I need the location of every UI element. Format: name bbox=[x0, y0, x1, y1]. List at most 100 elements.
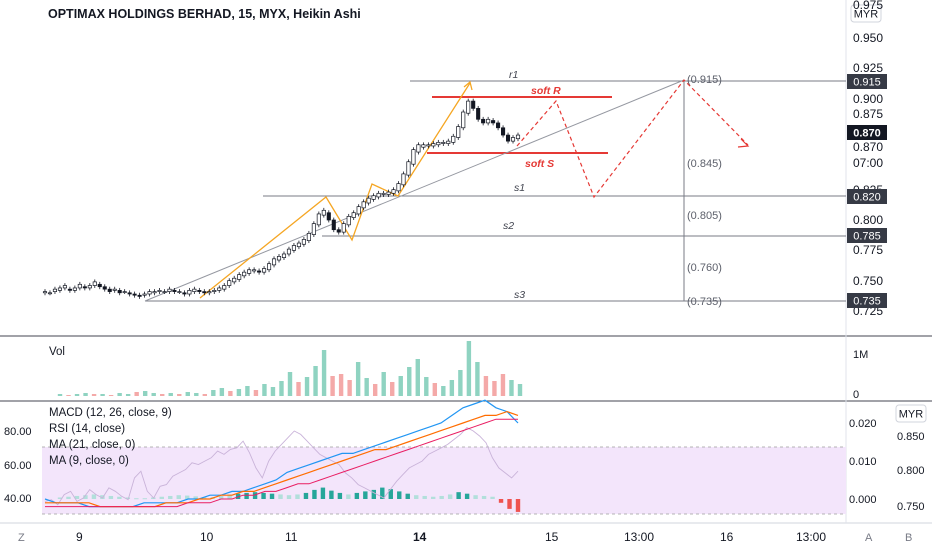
volume-bar bbox=[100, 394, 105, 396]
histogram-bar bbox=[185, 495, 190, 499]
tag-current-bg bbox=[847, 125, 887, 140]
auto-scale-button[interactable]: A bbox=[865, 532, 873, 544]
legend-rsi[interactable]: RSI (14, close) bbox=[49, 423, 125, 435]
candle bbox=[127, 292, 132, 295]
candle bbox=[167, 288, 172, 292]
histogram-bar bbox=[507, 499, 512, 509]
histogram-bar bbox=[490, 496, 495, 499]
volume-bar bbox=[475, 362, 480, 396]
price-tick-0950: 0.950 bbox=[853, 31, 883, 45]
level-lines[interactable]: r1 s1 s2 s3 bbox=[145, 69, 846, 302]
volume-bar bbox=[142, 391, 148, 396]
histogram-bar bbox=[100, 495, 105, 499]
indicator-currency-frame[interactable] bbox=[895, 404, 927, 423]
candle bbox=[456, 126, 461, 138]
histogram-bar bbox=[464, 493, 470, 499]
wave-arrowhead bbox=[463, 80, 473, 91]
histogram-bar bbox=[151, 497, 156, 499]
candle bbox=[87, 285, 92, 289]
volume-bar bbox=[219, 388, 225, 396]
volume-bar bbox=[449, 380, 455, 396]
price-tick-0750: 0.750 bbox=[853, 274, 883, 288]
forecast-line[interactable] bbox=[516, 79, 749, 199]
candle bbox=[162, 291, 167, 293]
candle-series[interactable] bbox=[42, 98, 521, 299]
level-label-s3: s3 bbox=[514, 289, 525, 301]
volume-bar bbox=[500, 374, 506, 396]
volume-bar bbox=[407, 367, 412, 396]
candle bbox=[57, 287, 62, 291]
candle bbox=[381, 192, 386, 195]
histogram-bar bbox=[371, 489, 377, 499]
candle bbox=[247, 269, 252, 274]
histogram-bar bbox=[405, 493, 410, 499]
candle bbox=[257, 270, 262, 273]
soft-zones[interactable]: soft R soft S bbox=[427, 85, 612, 170]
indicator-legend[interactable]: MACD (12, 26, close, 9) RSI (14, close) … bbox=[49, 407, 172, 467]
candle bbox=[237, 274, 242, 280]
wave-path[interactable] bbox=[199, 82, 471, 299]
rsi-tick-60: 60.00 bbox=[4, 460, 32, 472]
histogram-bar bbox=[269, 493, 275, 499]
histogram-bar bbox=[320, 487, 326, 499]
volume-bar bbox=[177, 394, 182, 396]
volume-bar bbox=[372, 384, 378, 396]
candle bbox=[62, 285, 67, 289]
histogram-bar bbox=[473, 495, 478, 499]
candle bbox=[341, 223, 346, 233]
volume-bar bbox=[262, 384, 267, 396]
b-button[interactable]: B bbox=[905, 532, 912, 544]
candle bbox=[426, 144, 431, 147]
histogram-bar bbox=[430, 496, 436, 499]
indicator-currency-label[interactable]: MYR bbox=[899, 409, 924, 421]
candle bbox=[481, 118, 486, 124]
histogram-bar bbox=[380, 487, 385, 499]
price-axis[interactable]: 0.975 0.950 0.925 0.900 0.875 0.870 07:0… bbox=[853, 0, 883, 318]
volume-bar bbox=[304, 377, 310, 396]
macd-histogram[interactable] bbox=[57, 487, 521, 512]
forecast-path[interactable] bbox=[516, 79, 750, 199]
candle bbox=[52, 288, 58, 292]
histogram-bar bbox=[278, 494, 283, 499]
macd-tick-0020: 0.020 bbox=[849, 418, 877, 430]
projection-trend[interactable] bbox=[144, 79, 685, 302]
macd-tick-0000: 0.000 bbox=[849, 494, 877, 506]
candle bbox=[276, 256, 282, 261]
time-axis[interactable]: 9 10 11 14 15 13:00 16 13:00 bbox=[76, 530, 826, 544]
legend-ma-9[interactable]: MA (9, close, 0) bbox=[49, 455, 129, 467]
legend-macd[interactable]: MACD (12, 26, close, 9) bbox=[49, 407, 172, 419]
indicator-lines[interactable] bbox=[44, 399, 519, 508]
currency-button[interactable]: MYR bbox=[850, 4, 882, 23]
volume-bar bbox=[390, 382, 395, 396]
legend-ma-21[interactable]: MA (21, close, 0) bbox=[49, 439, 135, 451]
candle bbox=[421, 144, 426, 148]
histogram-bar bbox=[134, 498, 139, 500]
projection-tool[interactable]: (0.915) (0.845) (0.805) (0.760) (0.735) bbox=[144, 74, 722, 308]
price-tags[interactable]: 0.915 0.870 0.820 0.785 0.735 bbox=[847, 74, 887, 308]
volume-bar bbox=[441, 386, 446, 396]
candle bbox=[286, 248, 292, 255]
time-tick-1300-a: 13:00 bbox=[624, 530, 654, 544]
zoom-button[interactable]: Z bbox=[18, 532, 25, 544]
candle bbox=[222, 285, 227, 290]
histogram-bar bbox=[481, 495, 487, 499]
histogram-bar bbox=[125, 497, 131, 499]
volume-series[interactable] bbox=[57, 341, 523, 396]
candle bbox=[306, 232, 311, 241]
candle bbox=[77, 283, 82, 289]
histogram-bar bbox=[66, 496, 71, 499]
currency-button-label[interactable]: MYR bbox=[854, 9, 879, 21]
volume-bar bbox=[398, 376, 403, 396]
currency-button-frame[interactable] bbox=[850, 4, 882, 23]
candle bbox=[496, 122, 501, 129]
candle bbox=[416, 144, 421, 153]
tag-0820-bg bbox=[847, 189, 887, 204]
histogram-bar bbox=[329, 490, 334, 499]
candle bbox=[112, 288, 117, 291]
candle bbox=[187, 290, 192, 295]
candle bbox=[491, 120, 496, 124]
ma-tick-0750: 0.750 bbox=[897, 501, 925, 513]
indicator-currency-button[interactable]: MYR bbox=[895, 404, 927, 423]
histogram-bar bbox=[337, 492, 343, 499]
